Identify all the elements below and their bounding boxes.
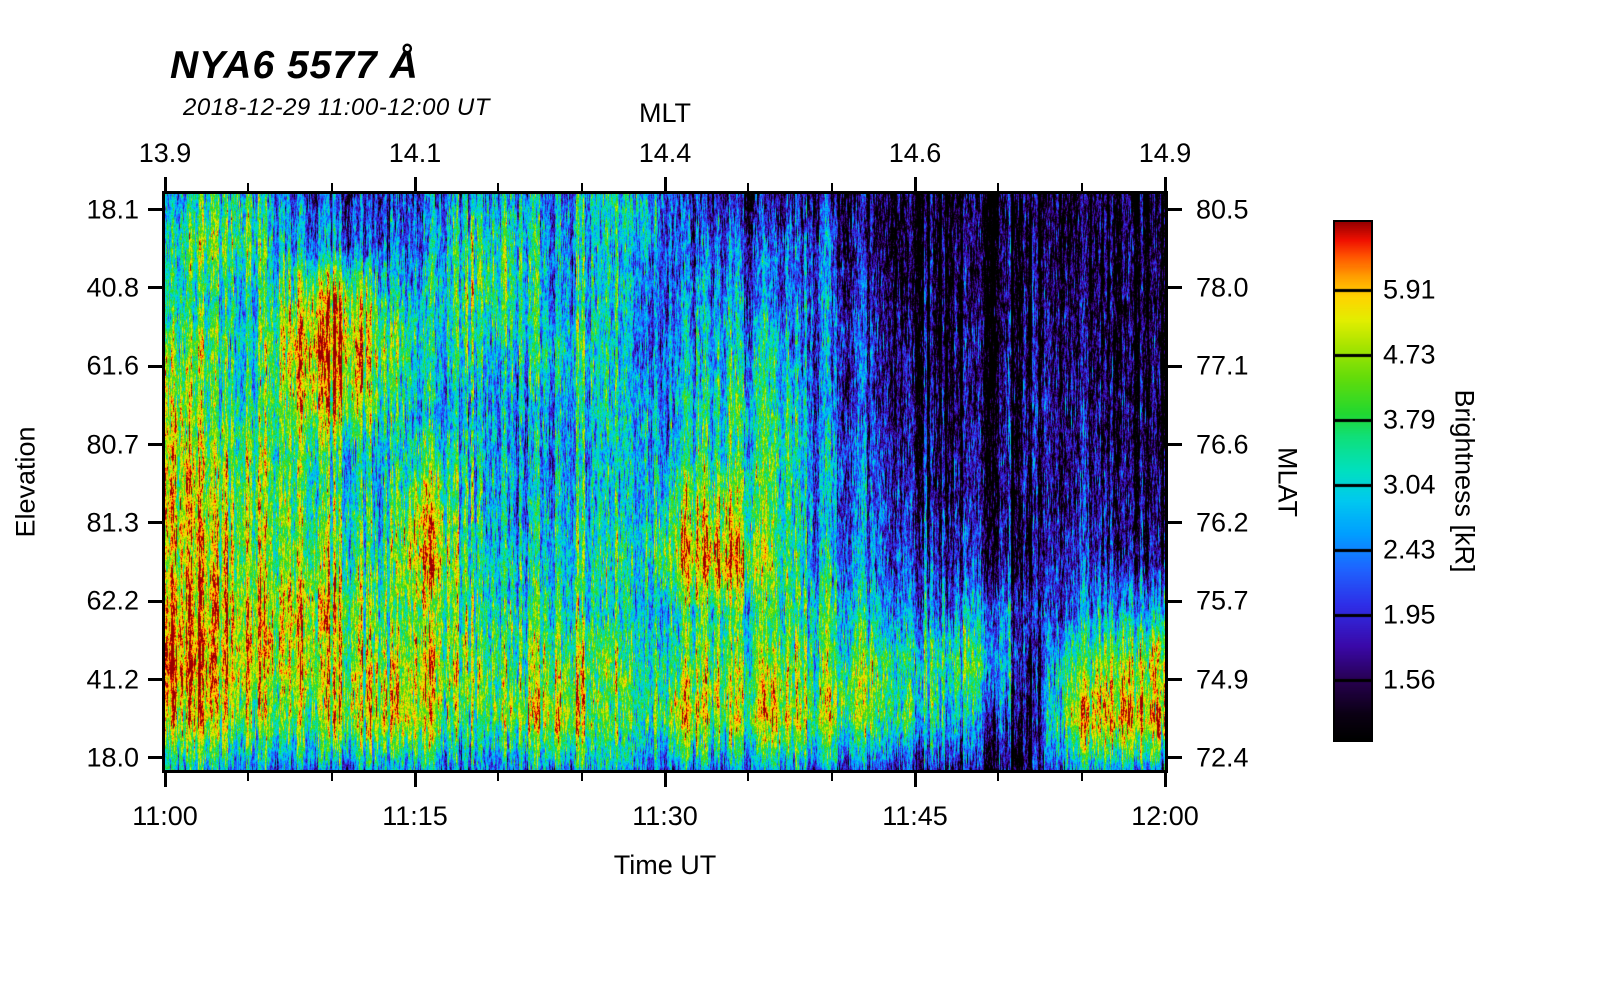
top-minor-tick: [747, 183, 750, 191]
top-minor-tick: [247, 183, 250, 191]
top-minor-tick: [1080, 183, 1083, 191]
bottom-minor-tick: [830, 773, 833, 781]
left-tick-label: 40.8: [86, 272, 139, 303]
plot-subtitle: 2018-12-29 11:00-12:00 UT: [183, 94, 490, 121]
right-tick-label: 76.2: [1196, 507, 1249, 538]
left-tick: [148, 678, 162, 682]
right-tick: [1168, 678, 1182, 682]
right-tick: [1168, 443, 1182, 447]
right-tick-label: 80.5: [1196, 194, 1249, 225]
colorbar-tick-label: 3.79: [1383, 404, 1436, 435]
right-tick-label: 78.0: [1196, 272, 1249, 303]
bottom-tick: [663, 773, 667, 787]
left-tick-label: 62.2: [86, 585, 139, 616]
top-tick: [163, 177, 167, 191]
colorbar-canvas: [1335, 222, 1371, 740]
left-tick-label: 81.3: [86, 507, 139, 538]
bottom-tick: [1163, 773, 1167, 787]
left-tick-label: 80.7: [86, 429, 139, 460]
left-tick: [148, 521, 162, 525]
top-tick: [913, 177, 917, 191]
colorbar-tick-label: 2.43: [1383, 534, 1436, 565]
bottom-minor-tick: [1080, 773, 1083, 781]
right-tick-label: 76.6: [1196, 429, 1249, 460]
top-tick-label: 14.9: [1138, 138, 1192, 168]
right-tick: [1168, 208, 1182, 212]
left-tick: [148, 756, 162, 760]
right-tick: [1168, 756, 1182, 760]
bottom-tick: [163, 773, 167, 787]
right-tick: [1168, 521, 1182, 525]
bottom-axis-title: Time UT: [613, 850, 717, 880]
plot-title: NYA6 5577 Å: [170, 44, 419, 87]
top-minor-tick: [997, 183, 1000, 191]
plot-area: 13.9 14.1 14.4 14.6 14.9 11:00 11:15 11:30 11:45…: [86, 138, 1248, 831]
left-tick-label: 18.0: [86, 742, 139, 773]
top-tick-label: 14.1: [388, 138, 442, 168]
bottom-minor-tick: [580, 773, 583, 781]
left-tick-label: 18.1: [86, 194, 139, 225]
bottom-minor-tick: [747, 773, 750, 781]
colorbar-tick-label: 3.04: [1383, 469, 1436, 500]
top-minor-tick: [330, 183, 333, 191]
top-tick: [413, 177, 417, 191]
right-tick-label: 74.9: [1196, 664, 1249, 695]
heatmap-canvas: [165, 194, 1165, 770]
bottom-minor-tick: [497, 773, 500, 781]
left-tick-label: 61.6: [86, 350, 139, 381]
top-axis-title: MLT: [639, 98, 691, 128]
bottom-tick-label: 11:15: [382, 801, 448, 831]
top-minor-tick: [830, 183, 833, 191]
top-minor-tick: [497, 183, 500, 191]
colorbar-tick-label: 1.95: [1383, 599, 1436, 630]
right-tick-label: 77.1: [1196, 350, 1249, 381]
right-tick: [1168, 286, 1182, 290]
colorbar-tick-label: 1.56: [1383, 664, 1436, 695]
right-axis-title-text: MLAT: [1272, 446, 1303, 518]
top-tick-label: 14.4: [638, 138, 692, 168]
bottom-tick: [913, 773, 917, 787]
top-tick: [1163, 177, 1167, 191]
bottom-tick: [413, 773, 417, 787]
left-tick: [148, 599, 162, 603]
bottom-minor-tick: [247, 773, 250, 781]
left-tick: [148, 208, 162, 212]
left-tick-label: 41.2: [86, 664, 139, 695]
bottom-minor-tick: [997, 773, 1000, 781]
colorbar: [1333, 220, 1373, 742]
left-tick: [148, 286, 162, 290]
bottom-tick-label: 11:45: [882, 801, 948, 831]
top-tick: [663, 177, 667, 191]
right-tick-label: 72.4: [1196, 742, 1249, 773]
top-tick-label: 13.9: [138, 138, 192, 168]
colorbar-title-text: Brightness [kR]: [1449, 389, 1480, 573]
right-tick: [1168, 364, 1182, 368]
bottom-tick-label: 11:30: [632, 801, 698, 831]
bottom-tick-label: 12:00: [1131, 801, 1199, 831]
right-tick-label: 75.7: [1196, 585, 1249, 616]
left-tick: [148, 364, 162, 368]
top-minor-tick: [580, 183, 583, 191]
colorbar-tick-label: 5.91: [1383, 274, 1436, 305]
bottom-minor-tick: [330, 773, 333, 781]
bottom-tick-label: 11:00: [132, 801, 198, 831]
top-tick-label: 14.6: [888, 138, 942, 168]
left-axis-title-text: Elevation: [10, 426, 41, 538]
right-tick: [1168, 599, 1182, 603]
colorbar-tick-label: 4.73: [1383, 339, 1436, 370]
left-tick: [148, 443, 162, 447]
